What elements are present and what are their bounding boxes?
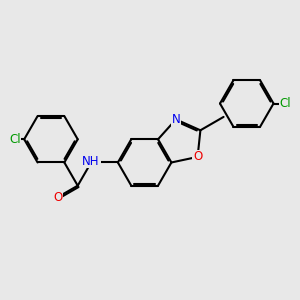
Text: Cl: Cl bbox=[9, 133, 21, 146]
Text: N: N bbox=[172, 113, 180, 126]
Text: NH: NH bbox=[82, 154, 100, 168]
Text: O: O bbox=[193, 150, 202, 164]
Text: Cl: Cl bbox=[280, 97, 291, 110]
Text: O: O bbox=[53, 190, 63, 203]
